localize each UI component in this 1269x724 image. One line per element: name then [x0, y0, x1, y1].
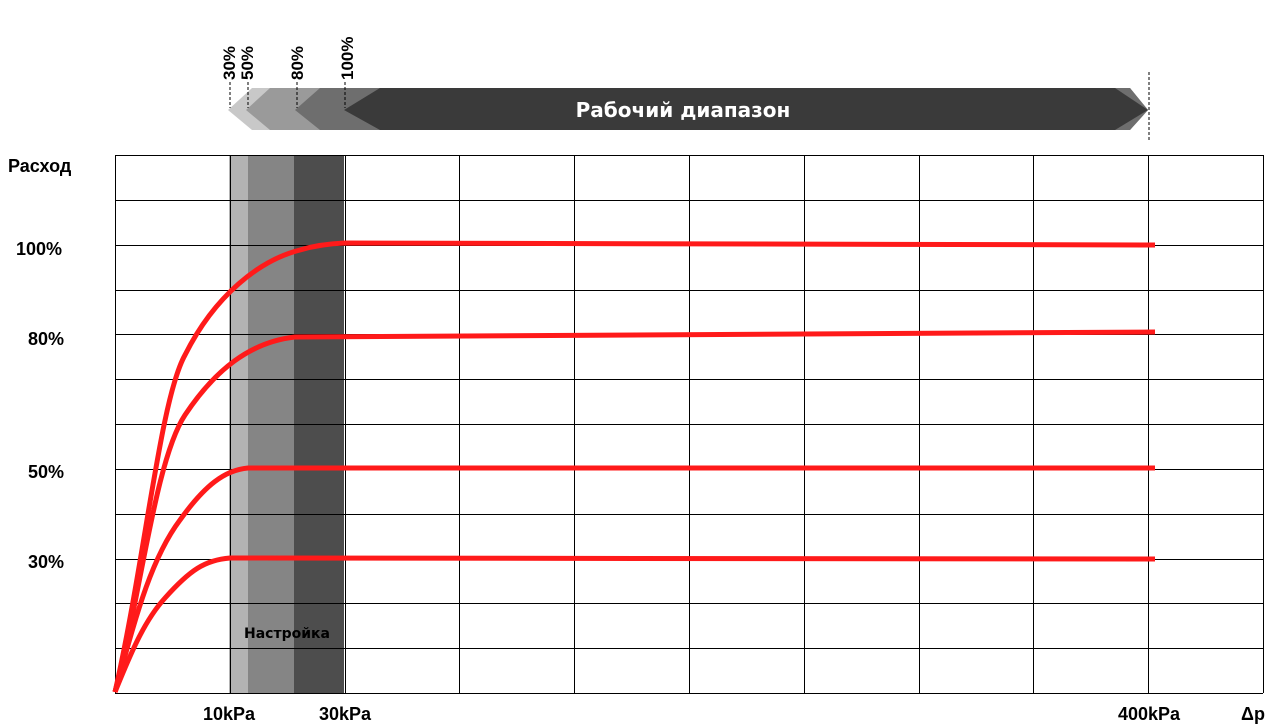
setting-zone-label: Настройка	[244, 626, 330, 642]
x-tick-label: 400kPa	[1118, 704, 1181, 724]
marker-label-100: 100%	[338, 37, 357, 80]
series-100-line	[112, 240, 1156, 693]
y-tick-label: 100%	[16, 239, 62, 259]
banner-chevron-100	[344, 88, 1148, 130]
y-tick-label: 30%	[28, 552, 64, 572]
marker-label-50: 50%	[238, 46, 257, 80]
marker-label-30: 30%	[220, 46, 239, 80]
series-50-line	[112, 465, 1155, 693]
series-80-line	[112, 329, 1156, 693]
x-axis-label: Δp	[1241, 704, 1265, 724]
x-tick-label: 30kPa	[319, 704, 372, 724]
working-range-banner: Рабочий диапазон	[228, 88, 1148, 130]
marker-label-80: 80%	[288, 46, 307, 80]
series-30-line	[112, 555, 1156, 693]
y-tick-label: 50%	[28, 462, 64, 482]
y-tick-label: 80%	[28, 329, 64, 349]
start-markers: 30% 50% 80% 100%	[220, 37, 1150, 142]
y-axis-label: Расход	[8, 156, 72, 176]
x-tick-label: 10kPa	[203, 704, 256, 724]
curves	[112, 240, 1156, 693]
working-range-label: Рабочий диапазон	[576, 98, 791, 122]
